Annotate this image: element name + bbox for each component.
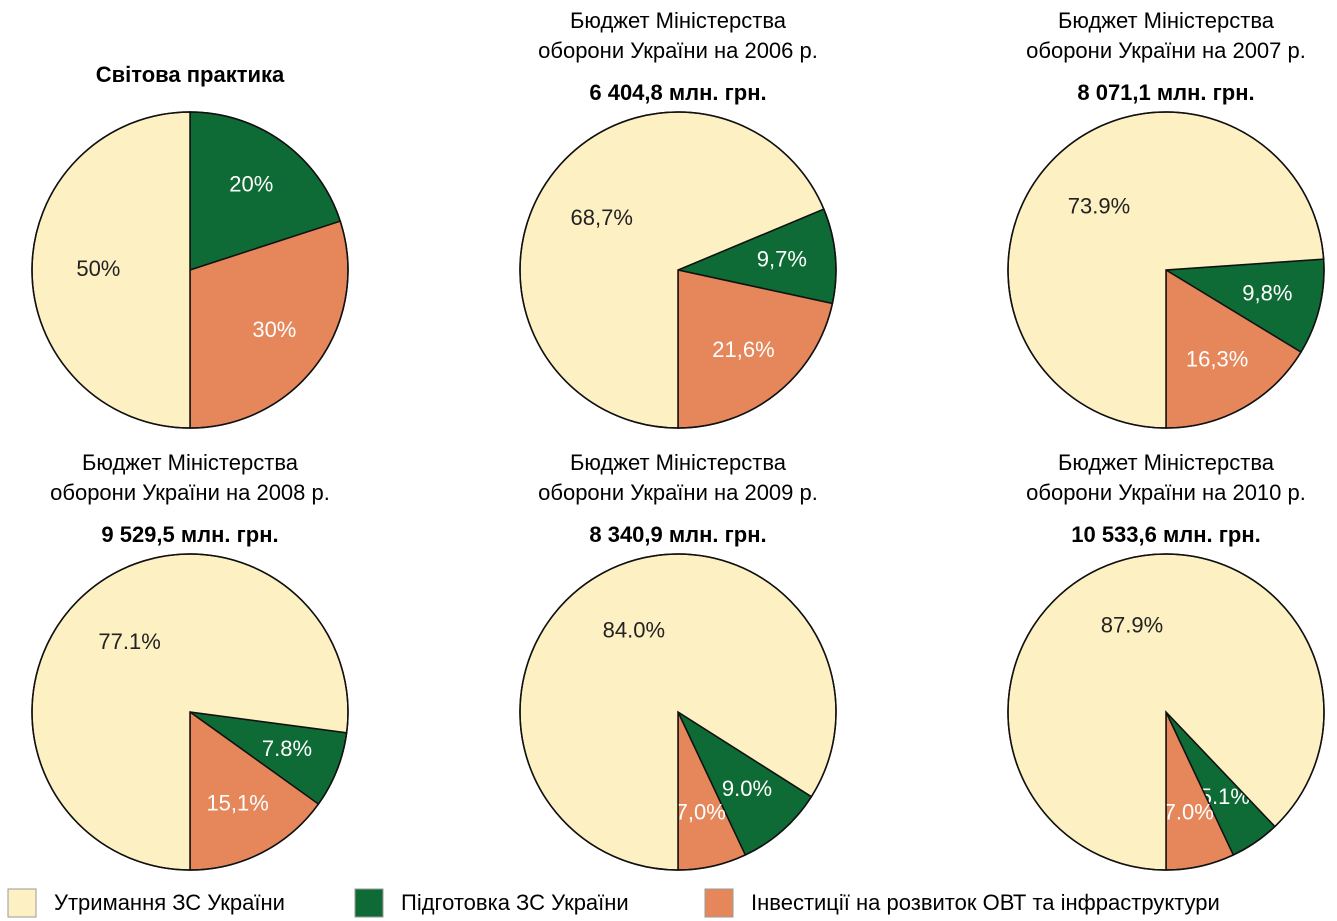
slice-label: 9,8%	[1242, 280, 1292, 305]
slice-label: 7.0%	[1164, 800, 1214, 825]
slice-label: 7.8%	[262, 736, 312, 761]
legend-swatch	[354, 888, 384, 918]
pie-outline	[1007, 553, 1325, 871]
slice-label: 7,0%	[676, 800, 726, 825]
chart-title: Бюджет Міністерства	[82, 450, 299, 475]
slice-label: 68,7%	[571, 205, 633, 230]
chart-title: Бюджет Міністерства	[570, 450, 787, 475]
pie-outline	[519, 553, 837, 871]
legend-label: Підготовка ЗС України	[401, 890, 629, 915]
chart-title: оборони України на 2006 р.	[538, 38, 818, 63]
slice-label: 30%	[252, 317, 296, 342]
slice-label: 9.0%	[722, 776, 772, 801]
chart-title: Світова практика	[96, 62, 285, 87]
slice-label: 15,1%	[206, 791, 268, 816]
legend-swatch	[7, 888, 37, 918]
pie-outline	[519, 111, 837, 429]
slice-label: 20%	[229, 171, 273, 196]
chart-subtitle: 8 340,9 млн. грн.	[589, 522, 766, 547]
chart-subtitle: 6 404,8 млн. грн.	[589, 80, 766, 105]
chart-subtitle: 9 529,5 млн. грн.	[101, 522, 278, 547]
chart-title: оборони України на 2007 р.	[1026, 38, 1306, 63]
chart-title: оборони України на 2009 р.	[538, 480, 818, 505]
slice-label: 87.9%	[1101, 613, 1163, 638]
pie-outline	[31, 553, 349, 871]
chart-subtitle: 10 533,6 млн. грн.	[1071, 522, 1261, 547]
slice-label: 21,6%	[712, 337, 774, 362]
chart-title: Бюджет Міністерства	[1058, 8, 1275, 33]
legend-label: Інвестиції на розвиток ОВТ та інфраструк…	[751, 890, 1220, 915]
pie-outline	[1007, 111, 1325, 429]
pie-outline	[31, 111, 349, 429]
pie-slice	[1007, 553, 1325, 871]
chart-title: оборони України на 2008 р.	[50, 480, 330, 505]
chart-subtitle: 8 071,1 млн. грн.	[1077, 80, 1254, 105]
slice-label: 50%	[76, 256, 120, 281]
slice-label: 16,3%	[1186, 347, 1248, 372]
chart-title: Бюджет Міністерства	[1058, 450, 1275, 475]
slice-label: 84.0%	[603, 618, 665, 643]
legend-label: Утримання ЗС України	[54, 890, 285, 915]
slice-label: 73.9%	[1068, 193, 1130, 218]
slice-label: 9,7%	[757, 246, 807, 271]
slice-label: 77.1%	[98, 629, 160, 654]
legend-swatch	[704, 888, 734, 918]
chart-title: оборони України на 2010 р.	[1026, 480, 1306, 505]
chart-title: Бюджет Міністерства	[570, 8, 787, 33]
